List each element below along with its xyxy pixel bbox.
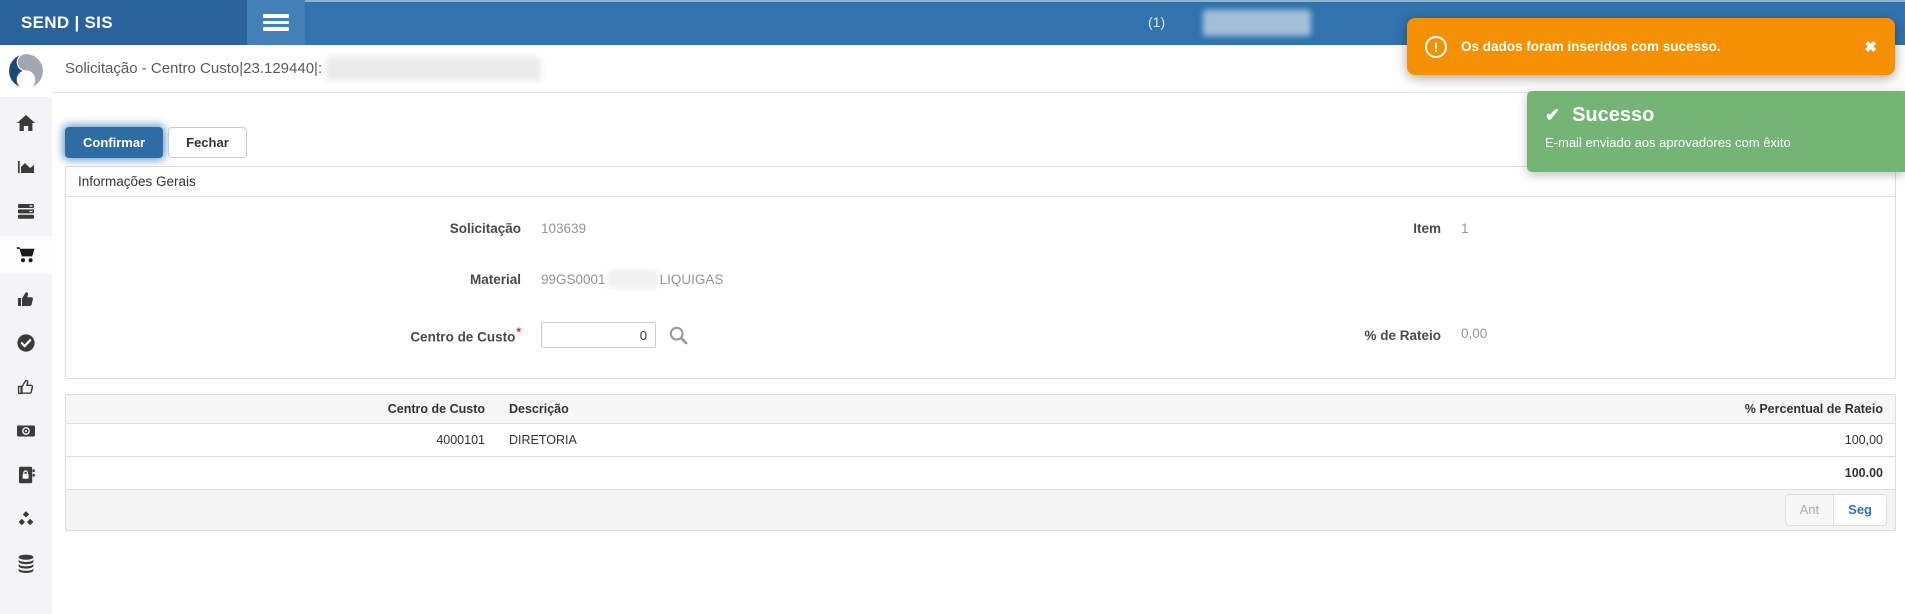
cell-percentual: 100,00 [1595, 423, 1895, 457]
solicitacao-value: 103639 [541, 221, 587, 236]
toast-message: Os dados foram inseridos com sucesso. [1461, 39, 1721, 54]
centro-custo-input[interactable] [541, 322, 656, 348]
solicitacao-label: Solicitação [449, 221, 521, 236]
cubes-icon [17, 509, 35, 527]
action-buttons: Confirmar Fechar [65, 127, 1896, 158]
logo-icon [7, 52, 45, 90]
sidebar-item-home[interactable] [0, 111, 52, 135]
app-brand: SEND | SIS [0, 0, 247, 45]
pager-next-button[interactable]: Seg [1834, 494, 1887, 526]
form-row-centro-custo: Centro de Custo* % de Rateio 0,00 [78, 322, 1883, 348]
pager: Ant Seg [1784, 494, 1887, 526]
money-bill-icon [17, 425, 35, 437]
check-circle-icon [17, 334, 35, 352]
table-row[interactable]: 4000101 DIRETORIA 100,00 [66, 423, 1895, 457]
centro-custo-search-button[interactable] [668, 325, 689, 346]
toast-email-success: ✔ Sucesso E-mail enviado aos aprovadores… [1527, 91, 1905, 172]
redacted-material-text [607, 270, 658, 288]
item-value: 1 [1461, 221, 1469, 236]
sidebar-item-validations[interactable] [0, 331, 52, 355]
database-icon [18, 554, 34, 573]
form-row-solicitacao: Solicitação 103639 Item 1 [78, 221, 1883, 236]
required-asterisk: * [516, 325, 521, 340]
form-row-material: Material 99GS0001 LIQUIGAS [78, 270, 1883, 288]
search-icon [669, 326, 688, 344]
sidebar [0, 45, 52, 614]
item-label: Item [1413, 221, 1441, 236]
server-icon [18, 204, 34, 219]
thumbs-up-icon [18, 292, 33, 306]
sidebar-item-contacts[interactable] [0, 463, 52, 487]
material-label: Material [469, 271, 521, 287]
close-button[interactable]: Fechar [168, 127, 247, 158]
centro-custo-field-group [521, 322, 1021, 348]
toast-title: Sucesso [1572, 104, 1655, 126]
sidebar-item-reports[interactable] [0, 155, 52, 179]
rateio-label: % de Rateio [1364, 327, 1441, 343]
rateio-value: 0,00 [1461, 326, 1488, 341]
redacted-title-text [326, 56, 542, 81]
redacted-username [1203, 10, 1311, 36]
main-content: Confirmar Fechar Informações Gerais Soli… [52, 93, 1905, 614]
sidebar-item-database[interactable] [0, 551, 52, 575]
col-header-centro-custo: Centro de Custo [66, 395, 497, 424]
col-header-percentual: % Percentual de Rateio [1595, 395, 1895, 424]
material-value: 99GS0001 LIQUIGAS [521, 270, 1021, 288]
toast-data-inserted: ! Os dados foram inseridos com sucesso. … [1407, 18, 1895, 75]
sidebar-item-likes[interactable] [0, 375, 52, 399]
sidebar-menu [0, 111, 52, 595]
panel-body: Solicitação 103639 Item 1 Material 99GS0… [66, 197, 1895, 378]
rateio-table: Centro de Custo Descrição % Percentual d… [66, 395, 1895, 490]
sidebar-toggle-button[interactable] [247, 0, 305, 45]
table-footer: Ant Seg [66, 490, 1895, 530]
hamburger-icon [263, 11, 289, 34]
app-logo[interactable] [0, 45, 52, 97]
total-percentual: 100.00 [66, 456, 1895, 490]
table-total-row: 100.00 [66, 456, 1895, 490]
material-code: 99GS0001 [541, 271, 606, 287]
centro-custo-label: Centro de Custo* [410, 325, 521, 345]
window-edge [247, 0, 1905, 2]
notification-count[interactable]: (1) [1148, 14, 1166, 30]
page-title: Solicitação - Centro Custo|23.129440|: [65, 60, 323, 77]
rateio-table-panel: Centro de Custo Descrição % Percentual d… [65, 394, 1896, 531]
sidebar-item-purchases[interactable] [0, 236, 52, 274]
area-chart-icon [18, 161, 34, 173]
close-icon[interactable]: ✖ [1864, 38, 1877, 56]
general-info-panel: Informações Gerais Solicitação 103639 It… [65, 166, 1896, 379]
thumbs-up-outline-icon [17, 379, 34, 395]
col-header-descricao: Descrição [497, 395, 1595, 424]
exclamation-circle-icon: ! [1425, 35, 1447, 58]
toast-title-row: ✔ Sucesso [1545, 104, 1887, 127]
cart-icon [16, 247, 35, 263]
panel-header: Informações Gerais [66, 167, 1895, 197]
table-header-row: Centro de Custo Descrição % Percentual d… [66, 395, 1895, 424]
address-book-icon [19, 466, 35, 484]
sidebar-item-server[interactable] [0, 199, 52, 223]
sidebar-item-payments[interactable] [0, 419, 52, 443]
material-name: LIQUIGAS [659, 271, 724, 287]
cell-descricao: DIRETORIA [497, 423, 1595, 457]
sidebar-item-materials[interactable] [0, 507, 52, 531]
pager-previous-button[interactable]: Ant [1784, 494, 1835, 526]
confirm-button[interactable]: Confirmar [65, 127, 164, 158]
sidebar-item-approvals[interactable] [0, 287, 52, 311]
check-icon: ✔ [1545, 105, 1561, 125]
toast-subtext: E-mail enviado aos aprovadores com êxito [1545, 135, 1791, 150]
cell-centro-custo: 4000101 [66, 423, 497, 457]
home-icon [17, 115, 35, 131]
